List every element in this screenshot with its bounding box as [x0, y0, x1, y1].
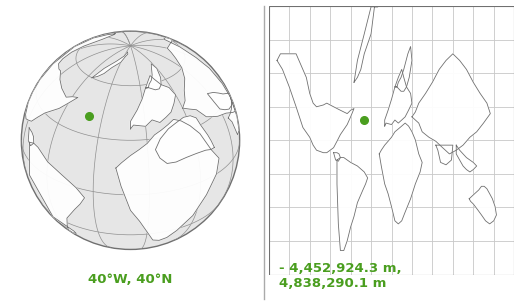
- Polygon shape: [207, 92, 232, 110]
- Polygon shape: [156, 116, 215, 163]
- Polygon shape: [30, 142, 85, 233]
- Polygon shape: [436, 145, 453, 165]
- Polygon shape: [469, 186, 496, 224]
- Polygon shape: [26, 34, 115, 121]
- Polygon shape: [337, 158, 367, 250]
- Polygon shape: [412, 54, 490, 154]
- Polygon shape: [354, 7, 378, 82]
- Polygon shape: [228, 96, 239, 135]
- Text: - 4,452,924.3 m,
4,838,290.1 m: - 4,452,924.3 m, 4,838,290.1 m: [279, 262, 402, 290]
- Polygon shape: [456, 145, 477, 172]
- Polygon shape: [385, 70, 412, 126]
- Polygon shape: [92, 52, 128, 78]
- Polygon shape: [28, 128, 34, 146]
- Polygon shape: [395, 46, 412, 91]
- Polygon shape: [334, 153, 340, 161]
- Polygon shape: [379, 123, 422, 224]
- Text: 40°W, 40°N: 40°W, 40°N: [88, 274, 173, 286]
- Circle shape: [21, 31, 240, 249]
- Polygon shape: [164, 38, 235, 117]
- Polygon shape: [130, 76, 175, 129]
- Polygon shape: [277, 54, 354, 153]
- Polygon shape: [116, 119, 219, 240]
- Polygon shape: [146, 64, 161, 90]
